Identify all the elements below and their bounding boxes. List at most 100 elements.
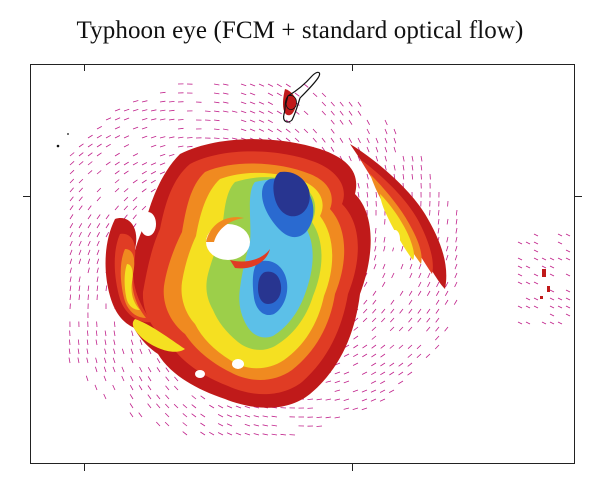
flow-vector [209,404,215,409]
flow-vector [69,285,72,292]
tick-top-1 [84,64,85,71]
flow-vector [213,128,220,130]
flow-vector [517,321,523,325]
flow-vector [87,258,91,265]
flow-vector [343,353,350,357]
flow-vector [557,241,563,245]
flow-vector [435,290,440,296]
flow-vector [123,135,130,139]
flow-vector [156,367,161,373]
flow-vector [217,423,224,427]
flow-vector [78,285,81,292]
flow-vector [363,281,368,287]
flow-vector [150,144,157,148]
flow-vector [357,137,361,144]
flow-vector [372,290,377,296]
flow-vector [398,362,404,367]
flow-vector [375,191,378,198]
flow-vector [168,118,175,121]
flow-vector [381,281,386,287]
flow-vector [375,137,379,144]
flow-vector [104,348,107,355]
flow-vector [174,376,179,382]
flow-vector [95,339,98,346]
flow-vector [391,272,395,279]
flow-vector [87,143,93,148]
flow-vector [455,236,458,243]
flow-vector [69,152,75,157]
flow-vector [549,257,555,261]
flow-vector [339,101,344,107]
flow-vector [343,371,350,375]
flow-vector [96,196,101,202]
flow-vector [398,326,404,332]
flow-vector [86,339,89,346]
flow-vector [240,92,247,96]
flow-vector [258,83,265,87]
flow-vector [244,414,251,418]
flow-vector [156,421,161,427]
flow-vector [249,92,256,96]
flow-vector [123,161,129,166]
flow-vector [114,161,120,166]
flow-vector [147,394,152,400]
flow-vector [380,362,386,367]
flow-vector [533,273,539,277]
flow-vector [132,179,138,184]
flow-vector [141,118,148,121]
flow-vector [361,407,368,411]
flow-vector [94,384,98,391]
flow-vector [244,423,251,427]
flow-vector [174,385,179,391]
flow-vector [177,136,184,139]
flow-vector [105,223,110,229]
flow-vector [87,223,92,229]
flow-vector [416,344,422,350]
flow-vector [123,170,129,175]
flow-vector [96,258,100,265]
flow-vector [235,414,242,418]
flow-vector [200,413,206,418]
flow-vector [384,164,387,171]
flow-vector [541,265,547,269]
flow-vector [240,101,247,105]
flow-vector [334,389,341,392]
east-fragments [540,269,550,299]
flow-vector [402,155,405,162]
flow-vector [557,321,563,325]
flow-vector [370,389,377,393]
flow-vector [123,205,128,211]
flow-vector [113,330,116,337]
flow-vector [222,101,229,104]
flow-vector [112,366,116,373]
flow-vector [407,353,413,358]
flow-vector [276,83,282,88]
flow-vector [416,353,422,358]
flow-vector [87,231,91,238]
flow-vector [105,285,108,292]
flow-vector [384,137,388,144]
flow-vector [382,272,386,279]
flow-vector [427,272,431,279]
flow-vector [426,308,431,314]
flow-vector [69,222,74,229]
flow-vector [114,108,121,112]
flow-vector [390,317,395,323]
flow-vector [114,188,120,193]
flow-vector [312,92,318,97]
flow-vector [159,162,166,166]
flow-vector [361,398,368,402]
flow-vector [138,385,143,391]
flow-vector [85,375,89,382]
flow-vector [132,109,139,112]
flow-vector [444,290,449,296]
flow-vector [353,326,359,331]
flow-vector [208,431,215,436]
flow-vector [78,152,84,157]
flow-vector [380,353,386,358]
flow-vector [95,366,98,373]
flow-vector [253,415,260,418]
flow-vector [267,119,273,124]
flow-vector [78,143,84,148]
flow-vector [541,321,547,325]
